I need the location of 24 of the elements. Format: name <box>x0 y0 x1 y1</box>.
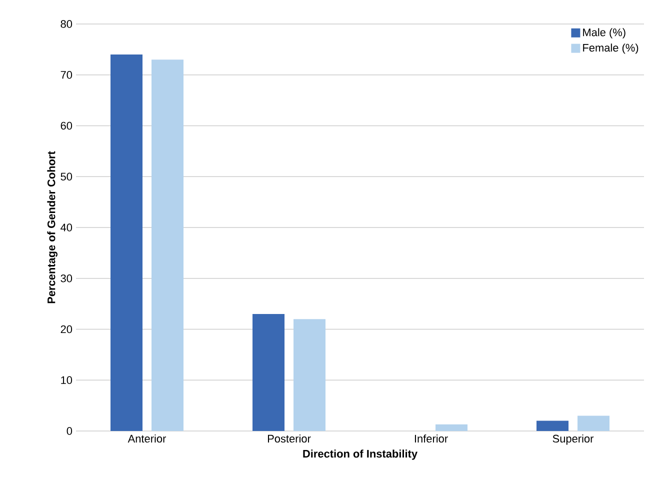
y-axis-title: Percentage of Gender Cohort <box>47 151 58 304</box>
bar <box>110 54 143 431</box>
legend-label: Male (%) <box>583 28 626 38</box>
bar <box>536 420 569 431</box>
bar <box>294 319 326 431</box>
x-tick-label: Anterior <box>128 434 166 443</box>
legend-label: Female (%) <box>583 44 638 54</box>
y-tick-label: 20 <box>60 325 72 334</box>
x-tick-label: Posterior <box>268 434 311 443</box>
y-tick-label: 80 <box>60 20 72 28</box>
y-tick-label: 60 <box>60 122 72 130</box>
bar <box>436 424 468 431</box>
x-tick-label: Inferior <box>414 434 448 443</box>
bar <box>578 416 610 431</box>
y-tick-label: 40 <box>60 224 72 232</box>
y-tick-label: 10 <box>61 376 72 384</box>
x-axis-title: Direction of Instability <box>303 450 418 460</box>
y-tick-label: 0 <box>66 427 72 435</box>
y-tick-label: 50 <box>60 172 72 180</box>
bar <box>252 314 285 431</box>
y-tick-label: 30 <box>60 274 72 282</box>
x-tick-label: Superior <box>552 434 594 445</box>
y-tick-label: 70 <box>60 70 72 79</box>
bar <box>152 60 184 431</box>
